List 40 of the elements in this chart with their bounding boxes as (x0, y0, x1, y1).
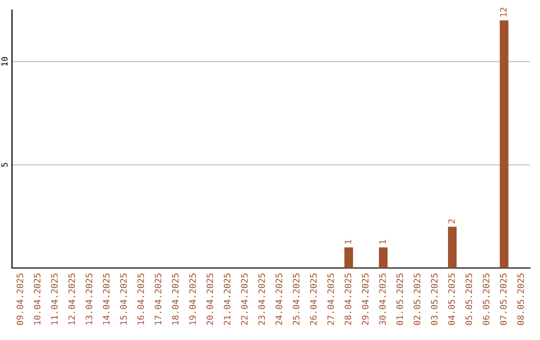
x-tick-label: 10.04.2025 (34, 274, 40, 324)
x-tick-label: 16.04.2025 (137, 274, 144, 324)
x-tick-label: 21.04.2025 (224, 274, 230, 325)
x-tick-label: 19.04.2025 (189, 274, 196, 324)
bar (378, 247, 388, 268)
data-label: 2 (448, 219, 455, 224)
x-tick-label: 07.05.2025 (500, 274, 507, 325)
x-tick-label: 03.05.2025 (430, 274, 438, 325)
x-tick-label: 09.04.2025 (16, 274, 24, 325)
bar (448, 226, 457, 268)
x-tick-label: 04.05.2025 (448, 274, 455, 325)
x-tick-label: 23.04.2025 (258, 274, 265, 325)
x-tick-label: 11.04.2025 (51, 274, 58, 324)
data-label: 1 (379, 240, 386, 244)
x-tick-label: 22.04.2025 (241, 274, 248, 325)
x-tick-label: 12.04.2025 (68, 274, 75, 324)
x-tick-label: 02.05.2025 (414, 274, 420, 325)
x-tick-label: 29.04.2025 (362, 274, 369, 325)
x-tick-label: 18.04.2025 (172, 274, 179, 324)
y-tick-label: 10 (1, 57, 8, 66)
x-tick-label: 15.04.2025 (120, 274, 127, 324)
x-tick-label: 27.04.2025 (327, 274, 334, 325)
x-tick-label: 13.04.2025 (86, 274, 92, 324)
x-tick-label: 01.05.2025 (396, 274, 404, 325)
data-label: 12 (500, 8, 507, 16)
x-tick-label: 14.04.2025 (102, 274, 110, 324)
bar (500, 20, 508, 268)
bar (344, 247, 354, 268)
x-tick-label: 26.04.2025 (310, 274, 317, 325)
x-tick-label: 30.04.2025 (379, 274, 386, 325)
x-tick-label: 24.04.2025 (276, 274, 282, 325)
data-label: 1 (344, 240, 352, 244)
x-tick-label: 08.05.2025 (517, 274, 524, 325)
x-tick-label: 20.04.2025 (206, 274, 214, 325)
y-tick-label: 5 (1, 162, 8, 167)
x-tick-label: 06.05.2025 (482, 274, 490, 325)
x-tick-label: 17.04.2025 (154, 274, 162, 324)
x-tick-label: 25.04.2025 (292, 274, 300, 325)
x-tick-label: 05.05.2025 (466, 274, 472, 325)
x-tick-label: 28.04.2025 (344, 274, 352, 325)
